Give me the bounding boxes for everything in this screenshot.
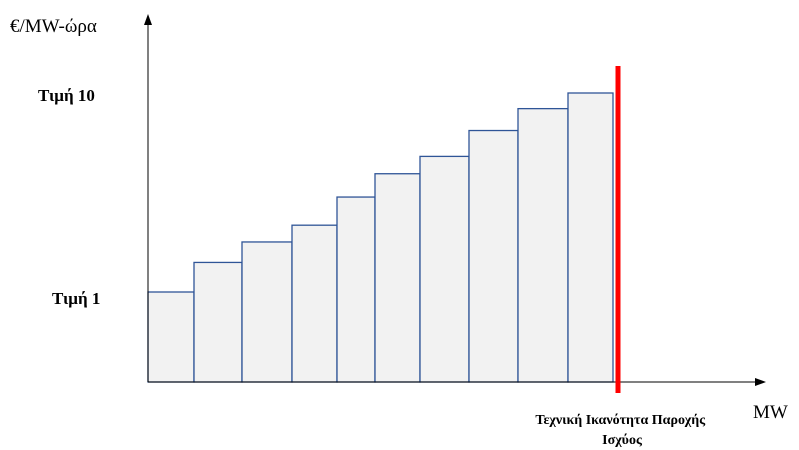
price-step-bar-4 — [291, 224, 338, 383]
x-axis-arrow — [755, 378, 766, 386]
price-step-bar-8 — [468, 129, 519, 383]
technical-capacity-label: Τεχνική Ικανότητα Παροχής Ισχύος — [535, 413, 708, 448]
step-bars — [147, 92, 614, 383]
price-step-bar-3 — [241, 241, 293, 383]
price-step-bar-5 — [336, 196, 376, 383]
technical-capacity-label-line-1: Τεχνική Ικανότητα Παροχής — [535, 413, 706, 428]
x-axis-title: MW — [753, 402, 788, 423]
price-step-bar-9 — [517, 107, 569, 383]
y-tick-label-price-1: Τιμή 1 — [52, 289, 100, 308]
y-tick-label-price-10: Τιμή 10 — [38, 86, 95, 105]
price-step-bar-6 — [374, 173, 421, 383]
price-step-bar-10 — [567, 92, 614, 383]
price-step-bar-7 — [419, 155, 470, 383]
price-step-bar-1 — [147, 291, 195, 383]
price-step-bar-2 — [193, 261, 243, 383]
technical-capacity-label-line-2: Ισχύος — [602, 433, 643, 448]
y-axis-arrow — [144, 14, 152, 25]
y-axis-title: €/MW-ώρα — [10, 16, 97, 37]
